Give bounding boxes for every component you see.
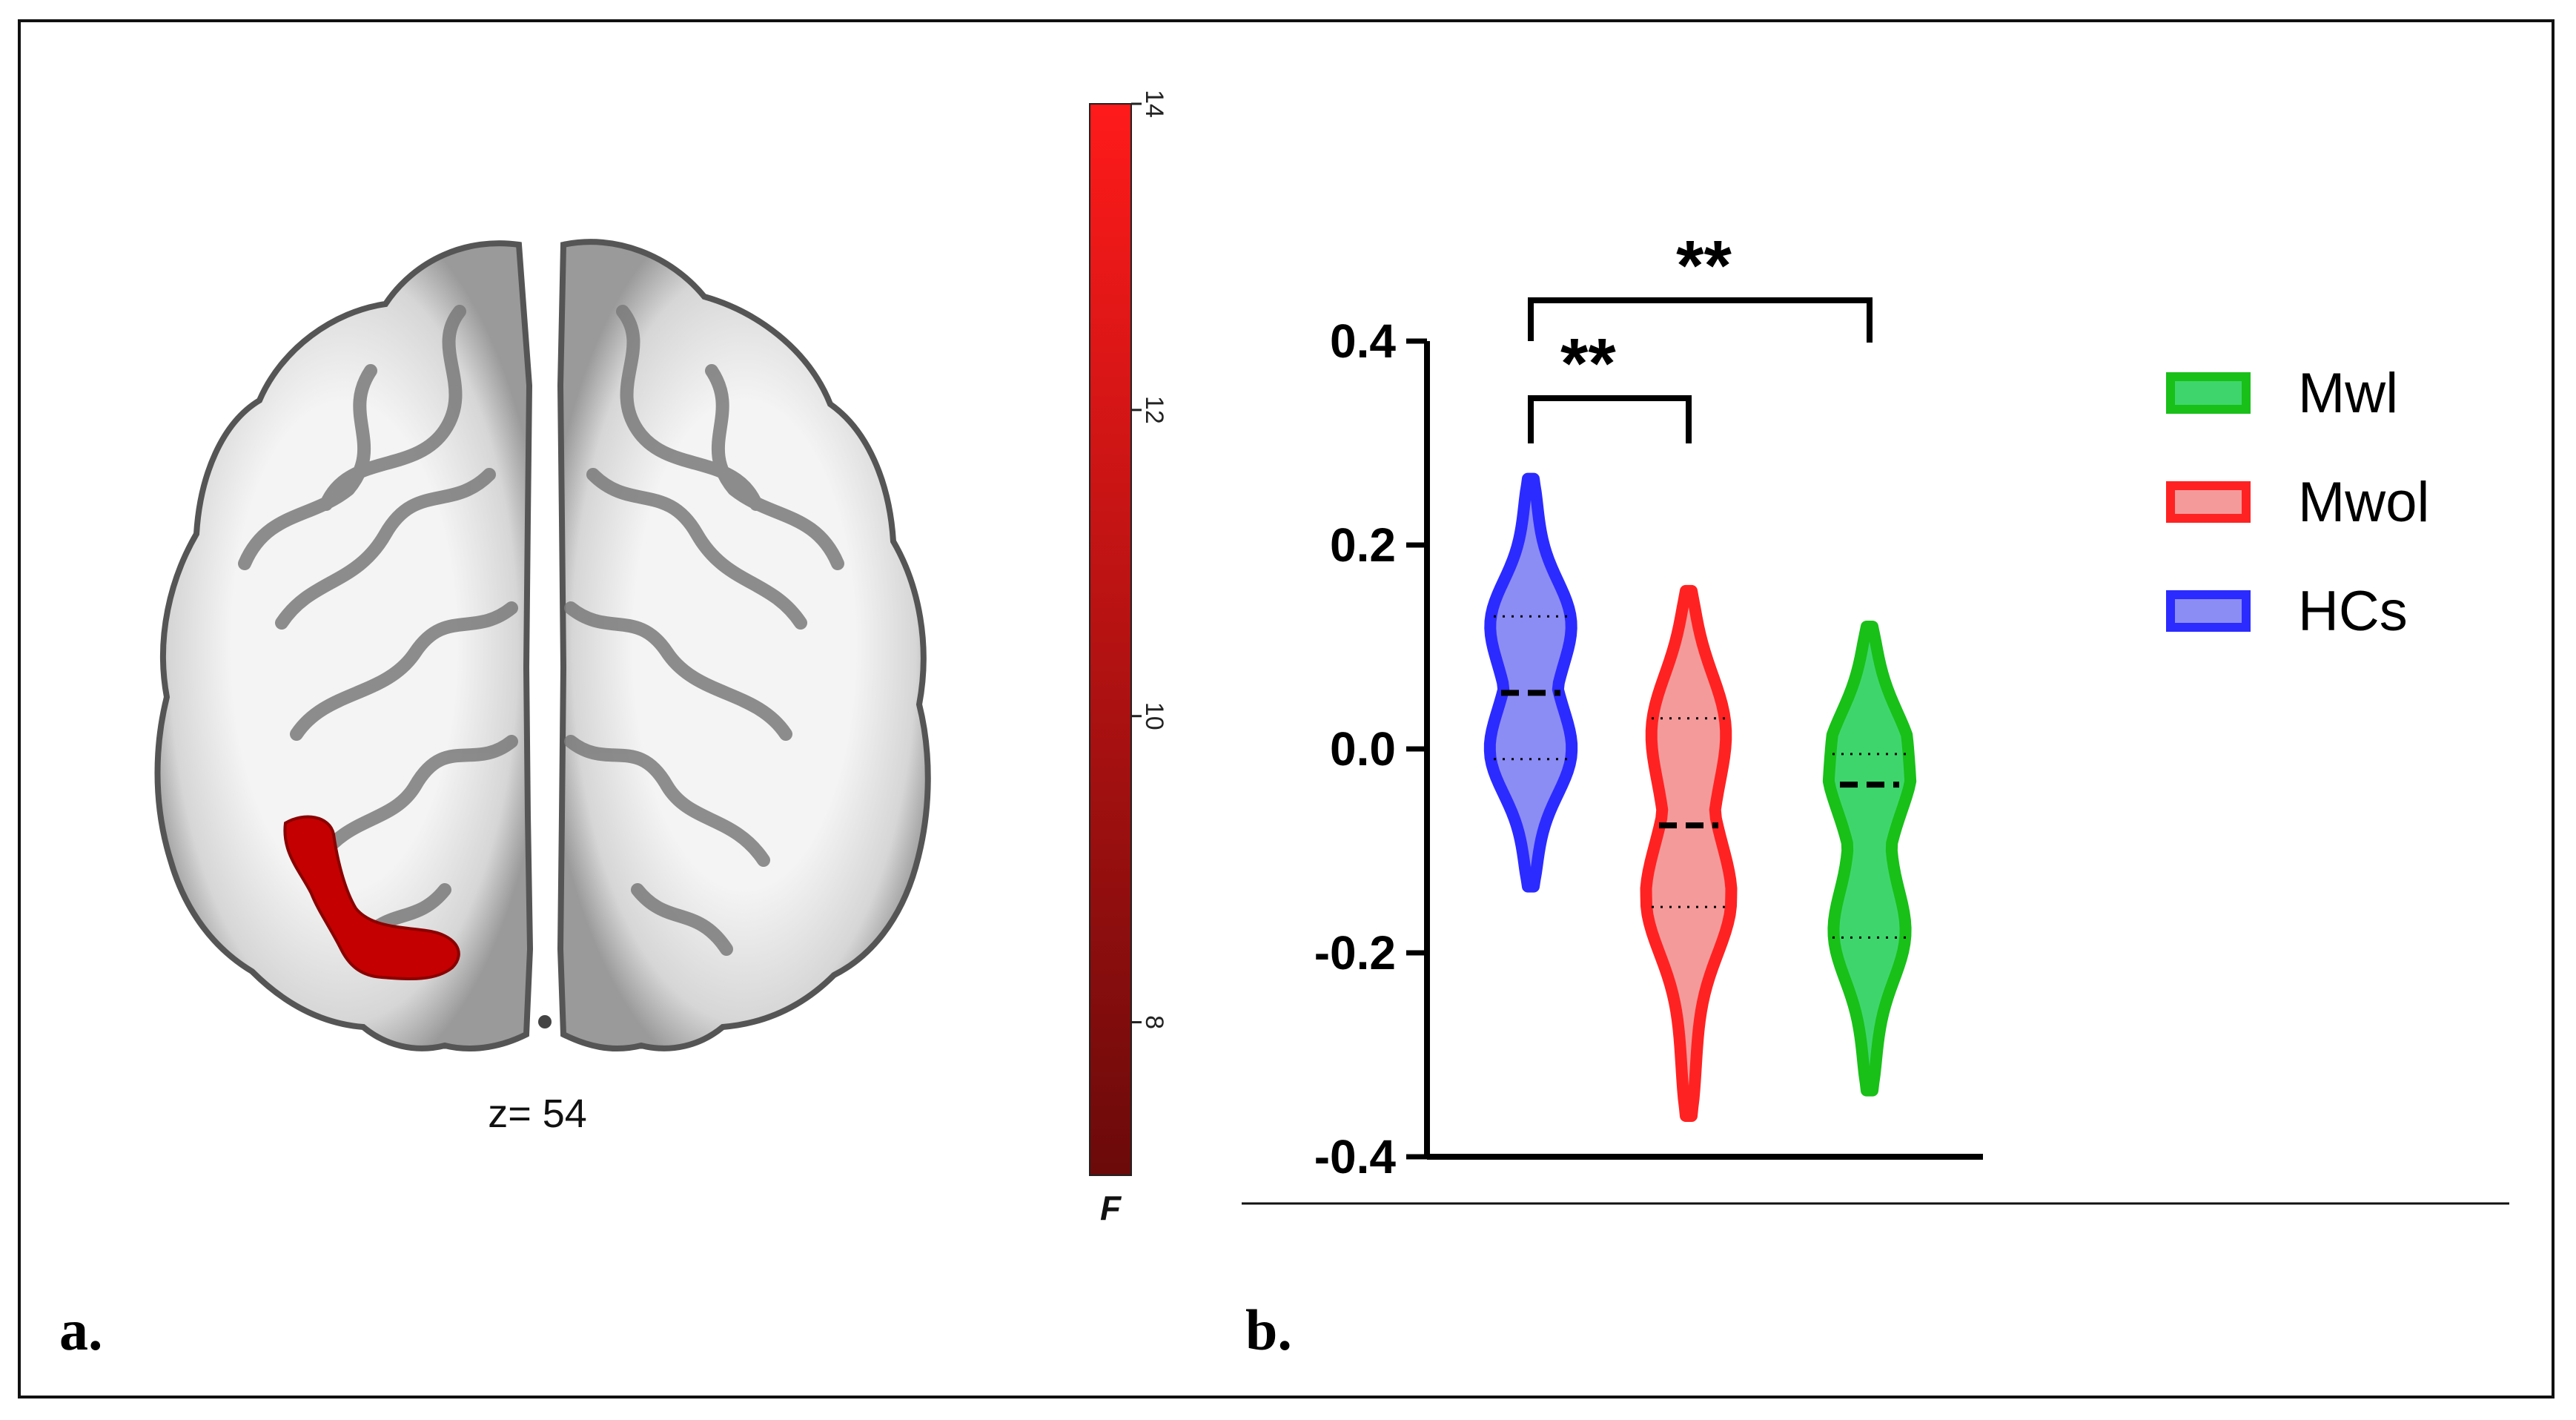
violins [1483,472,1917,1122]
legend-label: Mwol [2298,471,2429,534]
significance-label: ** [1560,324,1616,403]
violin-hcs [1483,472,1578,893]
midline-mark [538,1015,552,1028]
legend-swatch-hcs [2166,590,2251,632]
violin-mwl [1822,621,1917,1097]
colorbar: 14 12 10 8 F [1089,90,1168,1227]
panel-a-letter: a. [59,1298,103,1362]
colorbar-tick-label: 10 [1140,702,1168,730]
y-tick-label: 0.4 [1330,314,1396,368]
y-tick-label: -0.4 [1314,1130,1397,1183]
brain-slice [154,239,931,1052]
colorbar-label: F [1100,1189,1122,1227]
right-sulci [564,305,844,956]
colorbar-tick-label: 14 [1140,90,1168,118]
activation-cluster [283,815,460,981]
colorbar-tick-label: 8 [1140,1015,1168,1029]
colorbar-ticks: 14 12 10 8 [1131,90,1168,1029]
right-hemisphere [557,239,931,1052]
violin-mwol [1640,584,1738,1122]
significance-label: ** [1676,226,1732,306]
panel-b-letter: b. [1245,1298,1292,1362]
y-tick-label: 0.2 [1330,518,1396,572]
figure-frame [18,19,2555,1398]
significance-brackets: ** ** [1528,226,1873,443]
y-tick-label: -0.2 [1314,926,1396,980]
colorbar-gradient [1089,103,1132,1176]
y-tick-label: 0.0 [1330,722,1396,776]
violin-chart: 0.4 0.2 0.0 -0.2 -0.4 ** ** Mwl Mwol HCs [1314,226,2430,1183]
comparison-bracket [1528,297,1873,343]
colorbar-tick-label: 12 [1140,396,1168,424]
y-axis: 0.4 0.2 0.0 -0.2 -0.4 [1314,314,1983,1183]
legend: Mwl Mwol HCs [2166,362,2429,643]
legend-label: Mwl [2298,362,2398,425]
legend-swatch-mwol [2166,481,2251,523]
legend-swatch-mwl [2166,372,2251,414]
legend-label: HCs [2298,580,2408,643]
comparison-bracket [1528,395,1692,443]
slice-label: z= 54 [488,1092,587,1136]
